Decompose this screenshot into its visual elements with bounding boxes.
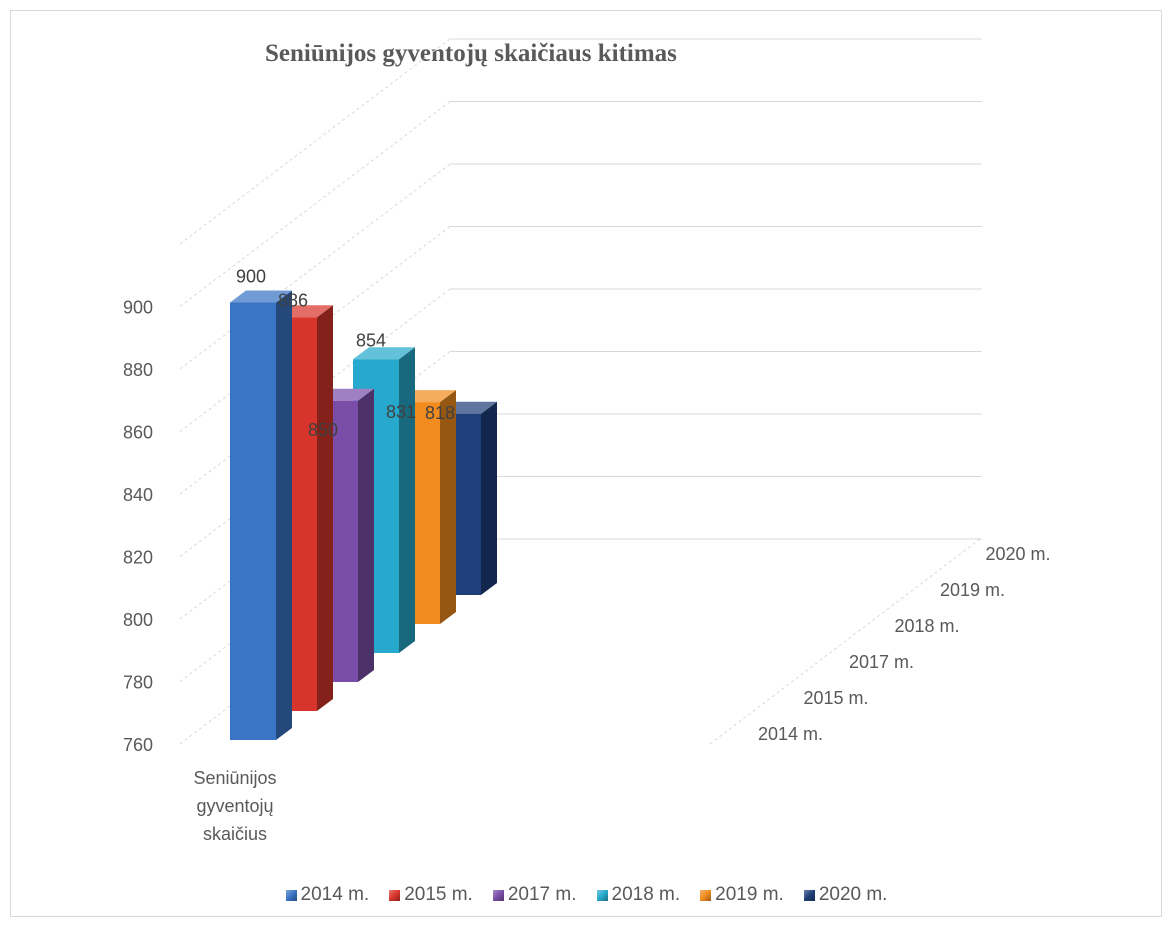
depth-axis-label: 2019 m. (940, 580, 1005, 600)
data-labels: 900 886 850 854 831 818 (236, 267, 455, 440)
legend-swatch (285, 889, 297, 901)
legend-item: 2015 m. (389, 884, 473, 906)
bar-side (317, 305, 333, 711)
legend-swatch (803, 889, 815, 901)
bar-side (440, 390, 456, 624)
legend-item: 2014 m. (285, 884, 370, 906)
bar-side (399, 347, 415, 653)
legend-label: 2017 m. (507, 884, 577, 905)
bar-side (276, 290, 292, 740)
data-label: 900 (236, 267, 266, 287)
legend-label: 2014 m. (300, 884, 370, 905)
legend-swatch (700, 889, 712, 901)
bar-front (230, 302, 276, 740)
y-tick-label: 900 (123, 298, 153, 318)
data-label: 831 (386, 402, 416, 422)
y-tick-label: 860 (123, 423, 153, 443)
chart-title: Seniūnijos gyventojų skaičiaus kitimas (265, 40, 677, 67)
legend-item: 2020 m. (803, 884, 888, 906)
bar (230, 290, 292, 740)
legend-swatch (596, 889, 608, 901)
bar-side (481, 401, 497, 595)
legend-item: 2017 m. (492, 884, 577, 906)
legend-item: 2019 m. (700, 884, 784, 906)
y-tick-label: 780 (123, 673, 153, 693)
depth-axis-label: 2020 m. (986, 544, 1051, 564)
data-label: 850 (308, 420, 338, 440)
y-tick-label: 820 (123, 548, 153, 568)
category-label: Seniūnijos (193, 768, 276, 788)
legend-label: 2019 m. (715, 884, 784, 905)
chart-frame (10, 10, 1162, 917)
depth-axis-label: 2014 m. (758, 724, 823, 744)
legend-swatch (492, 889, 504, 901)
depth-axis-line (709, 538, 981, 745)
depth-axis-label: 2017 m. (849, 652, 914, 672)
depth-axis-label: 2015 m. (804, 688, 869, 708)
gridline-diagonal (179, 163, 451, 370)
bar-top (230, 290, 292, 303)
legend-label: 2018 m. (611, 884, 681, 905)
y-tick-label: 760 (123, 735, 153, 755)
data-label: 854 (356, 330, 386, 350)
bars (230, 290, 497, 740)
legend-label: 2020 m. (818, 884, 888, 905)
y-tick-label: 800 (123, 610, 153, 630)
y-tick-label: 840 (123, 485, 153, 505)
legend-swatch (389, 889, 401, 901)
depth-axis-label: 2018 m. (895, 616, 960, 636)
bar-side (358, 388, 374, 682)
category-label: gyventojų (196, 796, 273, 816)
data-label: 886 (278, 290, 308, 310)
legend-item: 2018 m. (596, 884, 681, 906)
axes: 760 780 800 820 840 860 880 900 Seniūnijos gyvent… (123, 298, 1051, 845)
y-tick-label: 880 (123, 360, 153, 380)
gridline-diagonal (179, 38, 451, 245)
category-label: skaičius (203, 824, 267, 844)
gridline-diagonal (179, 101, 451, 307)
legend: 2014 m. 2015 m. 2017 m. 2018 m. 2019 m. 2020 … (0, 884, 1173, 906)
legend-label: 2015 m. (404, 884, 473, 905)
data-label: 818 (425, 403, 455, 423)
bar-top (353, 347, 415, 360)
